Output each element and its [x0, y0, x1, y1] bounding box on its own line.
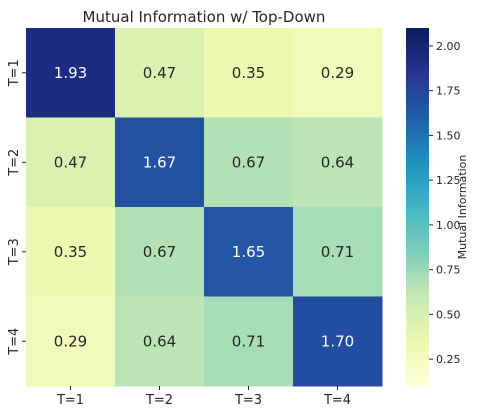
heatmap-cell: [115, 28, 205, 118]
heatmap-cell: [204, 28, 294, 118]
cell-value-label: 0.47: [143, 64, 176, 82]
heatmap-cell: [293, 296, 383, 387]
heatmap-cell: [26, 296, 116, 387]
cell-value-label: 0.64: [321, 153, 354, 171]
x-tick-label: T=1: [56, 393, 84, 408]
cell-value-label: 0.29: [321, 64, 354, 82]
cell-value-label: 0.47: [54, 153, 87, 171]
cell-value-label: 0.67: [143, 243, 176, 261]
cell-value-label: 1.70: [321, 332, 354, 350]
colorbar-tick-label: 0.25: [436, 353, 461, 366]
colorbar-tick-label: 0.50: [436, 308, 461, 321]
heatmap-cell: [204, 296, 294, 387]
y-axis: T=1 T=2 T=3 T=4: [7, 59, 26, 356]
cell-value-label: 0.71: [321, 243, 354, 261]
colorbar-tick-label: 1.00: [436, 219, 461, 232]
colorbar-tick-label: 0.75: [436, 264, 461, 277]
cell-value-label: 1.93: [54, 64, 87, 82]
colorbar-tick-label: 1.25: [436, 174, 461, 187]
cell-value-label: 0.71: [232, 332, 265, 350]
heatmap-cell: [115, 296, 205, 387]
heatmap-cell: [293, 117, 383, 208]
colorbar-gradient: [406, 28, 429, 386]
colorbar-tick-label: 2.00: [436, 40, 461, 53]
cell-value-label: 0.67: [232, 153, 265, 171]
heatmap-cell: [115, 207, 205, 297]
colorbar-tick-label: 1.50: [436, 129, 461, 142]
heatmap-cell: [204, 207, 294, 297]
x-tick-label: T=4: [323, 393, 351, 408]
colorbar: 0.25 0.50 0.75 1.00 1.25 1.50 1.75 2.00 Mutual …: [406, 28, 469, 386]
heatmap-cell: [26, 117, 116, 208]
y-tick-label: T=2: [7, 149, 22, 177]
heatmap-cell: [115, 117, 205, 208]
heatmap-cell: [26, 28, 116, 118]
x-tick-label: T=3: [234, 393, 262, 408]
cell-value-label: 0.35: [54, 243, 87, 261]
colorbar-tick-label: 1.75: [436, 85, 461, 98]
y-tick-label: T=4: [7, 328, 22, 356]
cell-value-label: 1.65: [232, 243, 265, 261]
y-tick-label: T=1: [7, 59, 22, 87]
heatmap-cells: 1.93 0.47 0.35 0.29 0.47 1.67 0.67 0.64 0.35 0.67…: [26, 28, 383, 387]
x-tick-label: T=2: [145, 393, 173, 408]
y-tick-label: T=3: [7, 238, 22, 266]
heatmap-cell: [293, 207, 383, 297]
colorbar-ticks: 0.25 0.50 0.75 1.00 1.25 1.50 1.75 2.00: [429, 40, 461, 366]
heatmap-cell: [26, 207, 116, 297]
chart-title: Mutual Information w/ Top-Down: [83, 8, 326, 26]
heatmap-cell: [293, 28, 383, 118]
colorbar-label: Mutual Information: [456, 155, 469, 260]
x-axis: T=1 T=2 T=3 T=4: [56, 386, 351, 408]
cell-value-label: 0.35: [232, 64, 265, 82]
cell-value-label: 0.29: [54, 332, 87, 350]
heatmap-cell: [204, 117, 294, 208]
cell-value-label: 1.67: [143, 153, 176, 171]
cell-value-label: 0.64: [143, 332, 176, 350]
